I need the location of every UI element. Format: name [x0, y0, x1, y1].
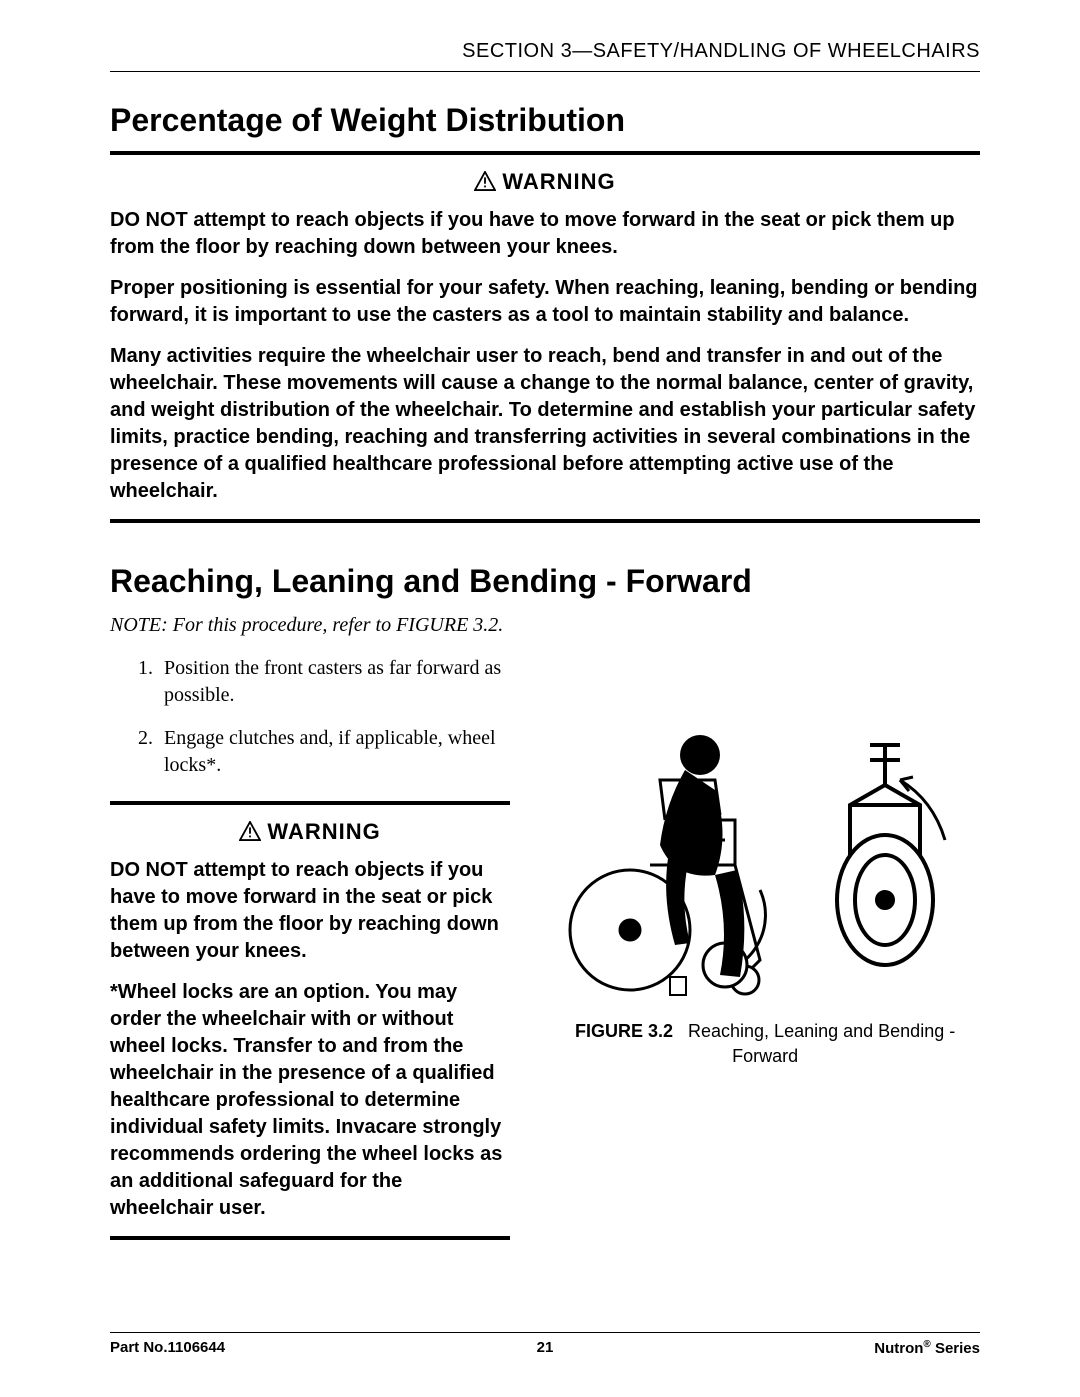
figure-illustration — [565, 725, 965, 1005]
figure-3-2: FIGURE 3.2 Reaching, Leaning and Bending… — [550, 725, 980, 1069]
divider-thick — [110, 519, 980, 523]
warning-label-text: WARNING — [267, 819, 380, 844]
section-header: SECTION 3—SAFETY/HANDLING OF WHEELCHAIRS — [110, 40, 980, 72]
left-column: Position the front casters as far forwar… — [110, 655, 510, 1254]
document-page: SECTION 3—SAFETY/HANDLING OF WHEELCHAIRS… — [0, 0, 1080, 1397]
warning-paragraph: Many activities require the wheelchair u… — [110, 343, 980, 505]
warning-paragraph: DO NOT attempt to reach objects if you h… — [110, 207, 980, 261]
divider-thick — [110, 151, 980, 155]
warning-heading: WARNING — [110, 169, 980, 197]
warning-triangle-icon — [474, 171, 496, 197]
heading-reaching-forward: Reaching, Leaning and Bending - Forward — [110, 563, 980, 600]
two-column-layout: Position the front casters as far forwar… — [110, 655, 980, 1254]
figure-label: FIGURE 3.2 — [575, 1021, 673, 1041]
warning-paragraph: Proper positioning is essential for your… — [110, 275, 980, 329]
warning-body: DO NOT attempt to reach objects if you h… — [110, 207, 980, 505]
warning-heading: WARNING — [110, 819, 510, 847]
divider-thick — [110, 1236, 510, 1240]
warning-label-text: WARNING — [502, 169, 615, 194]
warning-triangle-icon — [239, 821, 261, 847]
procedure-steps: Position the front casters as far forwar… — [110, 655, 510, 779]
step-item: Engage clutches and, if applicable, whee… — [158, 725, 510, 779]
footer-page-number: 21 — [110, 1339, 980, 1356]
figure-caption-text: Reaching, Leaning and Bending - Forward — [688, 1021, 955, 1066]
warning-paragraph: *Wheel locks are an option. You may orde… — [110, 979, 510, 1222]
right-column: FIGURE 3.2 Reaching, Leaning and Bending… — [550, 655, 980, 1069]
heading-weight-distribution: Percentage of Weight Distribution — [110, 102, 980, 139]
page-footer: Part No.1106644 21 Nutron® Series — [110, 1332, 980, 1357]
warning-body: DO NOT attempt to reach objects if you h… — [110, 857, 510, 1222]
procedure-note: NOTE: For this procedure, refer to FIGUR… — [110, 614, 980, 637]
divider-thick — [110, 801, 510, 805]
figure-caption: FIGURE 3.2 Reaching, Leaning and Bending… — [550, 1019, 980, 1069]
warning-paragraph: DO NOT attempt to reach objects if you h… — [110, 857, 510, 965]
step-item: Position the front casters as far forwar… — [158, 655, 510, 709]
section-label: SECTION 3—SAFETY/HANDLING OF WHEELCHAIRS — [462, 40, 980, 62]
